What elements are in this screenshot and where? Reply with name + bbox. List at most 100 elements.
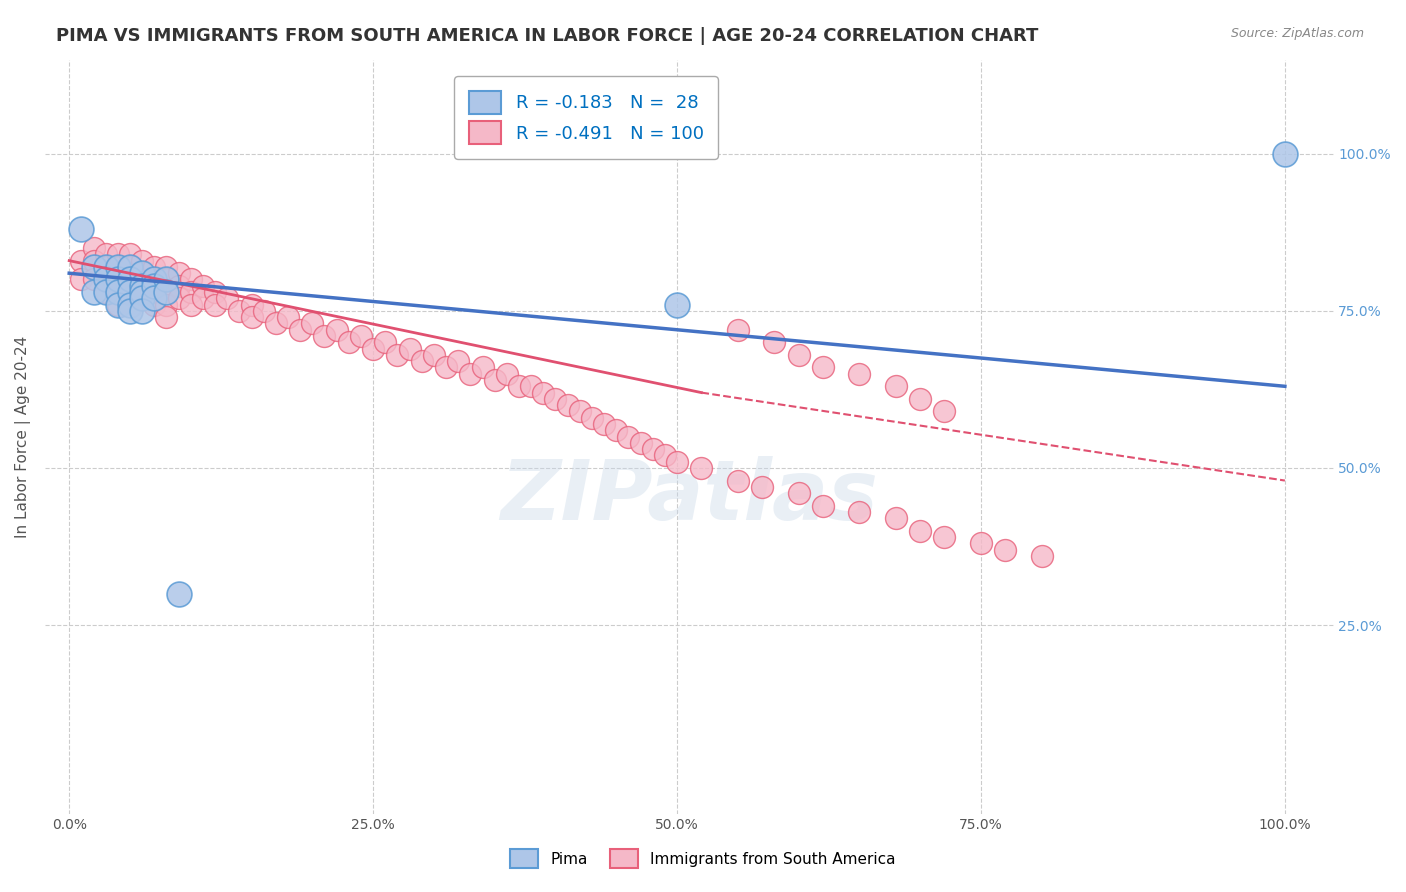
- Point: [751, 480, 773, 494]
- Point: [118, 304, 141, 318]
- Point: [107, 272, 129, 286]
- Point: [131, 291, 153, 305]
- Point: [581, 410, 603, 425]
- Point: [143, 298, 166, 312]
- Point: [94, 272, 117, 286]
- Point: [155, 285, 177, 299]
- Point: [666, 455, 689, 469]
- Point: [217, 291, 239, 305]
- Point: [131, 278, 153, 293]
- Point: [398, 342, 420, 356]
- Point: [605, 423, 627, 437]
- Point: [191, 291, 214, 305]
- Point: [118, 247, 141, 261]
- Point: [994, 542, 1017, 557]
- Point: [508, 379, 530, 393]
- Point: [1274, 146, 1296, 161]
- Point: [568, 404, 591, 418]
- Point: [191, 278, 214, 293]
- Point: [934, 530, 956, 544]
- Point: [107, 272, 129, 286]
- Point: [167, 278, 190, 293]
- Point: [70, 222, 93, 236]
- Point: [495, 367, 517, 381]
- Point: [617, 429, 640, 443]
- Point: [277, 310, 299, 325]
- Point: [131, 304, 153, 318]
- Point: [374, 335, 396, 350]
- Point: [411, 354, 433, 368]
- Point: [848, 505, 870, 519]
- Point: [361, 342, 384, 356]
- Point: [155, 298, 177, 312]
- Point: [240, 310, 263, 325]
- Point: [107, 298, 129, 312]
- Point: [118, 285, 141, 299]
- Point: [204, 298, 226, 312]
- Point: [666, 298, 689, 312]
- Point: [884, 511, 907, 525]
- Point: [155, 272, 177, 286]
- Point: [94, 285, 117, 299]
- Text: PIMA VS IMMIGRANTS FROM SOUTH AMERICA IN LABOR FORCE | AGE 20-24 CORRELATION CHA: PIMA VS IMMIGRANTS FROM SOUTH AMERICA IN…: [56, 27, 1039, 45]
- Point: [1031, 549, 1053, 563]
- Point: [131, 266, 153, 280]
- Point: [94, 285, 117, 299]
- Point: [143, 285, 166, 299]
- Point: [143, 272, 166, 286]
- Point: [264, 317, 287, 331]
- Point: [641, 442, 664, 457]
- Point: [727, 323, 749, 337]
- Point: [131, 285, 153, 299]
- Point: [253, 304, 276, 318]
- Point: [118, 298, 141, 312]
- Point: [763, 335, 786, 350]
- Point: [131, 266, 153, 280]
- Point: [83, 272, 105, 286]
- Point: [70, 253, 93, 268]
- Point: [204, 285, 226, 299]
- Point: [131, 278, 153, 293]
- Point: [167, 266, 190, 280]
- Point: [970, 536, 993, 550]
- Point: [94, 272, 117, 286]
- Point: [94, 247, 117, 261]
- Point: [290, 323, 312, 337]
- Point: [107, 260, 129, 274]
- Point: [155, 310, 177, 325]
- Point: [350, 329, 373, 343]
- Point: [118, 272, 141, 286]
- Point: [811, 499, 834, 513]
- Point: [118, 260, 141, 274]
- Point: [848, 367, 870, 381]
- Point: [155, 285, 177, 299]
- Point: [180, 272, 202, 286]
- Point: [484, 373, 506, 387]
- Point: [131, 253, 153, 268]
- Point: [131, 291, 153, 305]
- Point: [520, 379, 543, 393]
- Point: [301, 317, 323, 331]
- Point: [787, 348, 810, 362]
- Point: [934, 404, 956, 418]
- Point: [228, 304, 250, 318]
- Point: [118, 272, 141, 286]
- Point: [434, 360, 457, 375]
- Point: [107, 260, 129, 274]
- Point: [143, 260, 166, 274]
- Legend: R = -0.183   N =  28, R = -0.491   N = 100: R = -0.183 N = 28, R = -0.491 N = 100: [454, 76, 718, 159]
- Point: [325, 323, 347, 337]
- Point: [155, 260, 177, 274]
- Point: [180, 285, 202, 299]
- Point: [94, 260, 117, 274]
- Point: [423, 348, 446, 362]
- Point: [107, 285, 129, 299]
- Point: [83, 260, 105, 274]
- Point: [143, 272, 166, 286]
- Point: [531, 385, 554, 400]
- Point: [593, 417, 616, 431]
- Point: [167, 587, 190, 601]
- Point: [727, 474, 749, 488]
- Point: [118, 285, 141, 299]
- Legend: Pima, Immigrants from South America: Pima, Immigrants from South America: [503, 841, 903, 875]
